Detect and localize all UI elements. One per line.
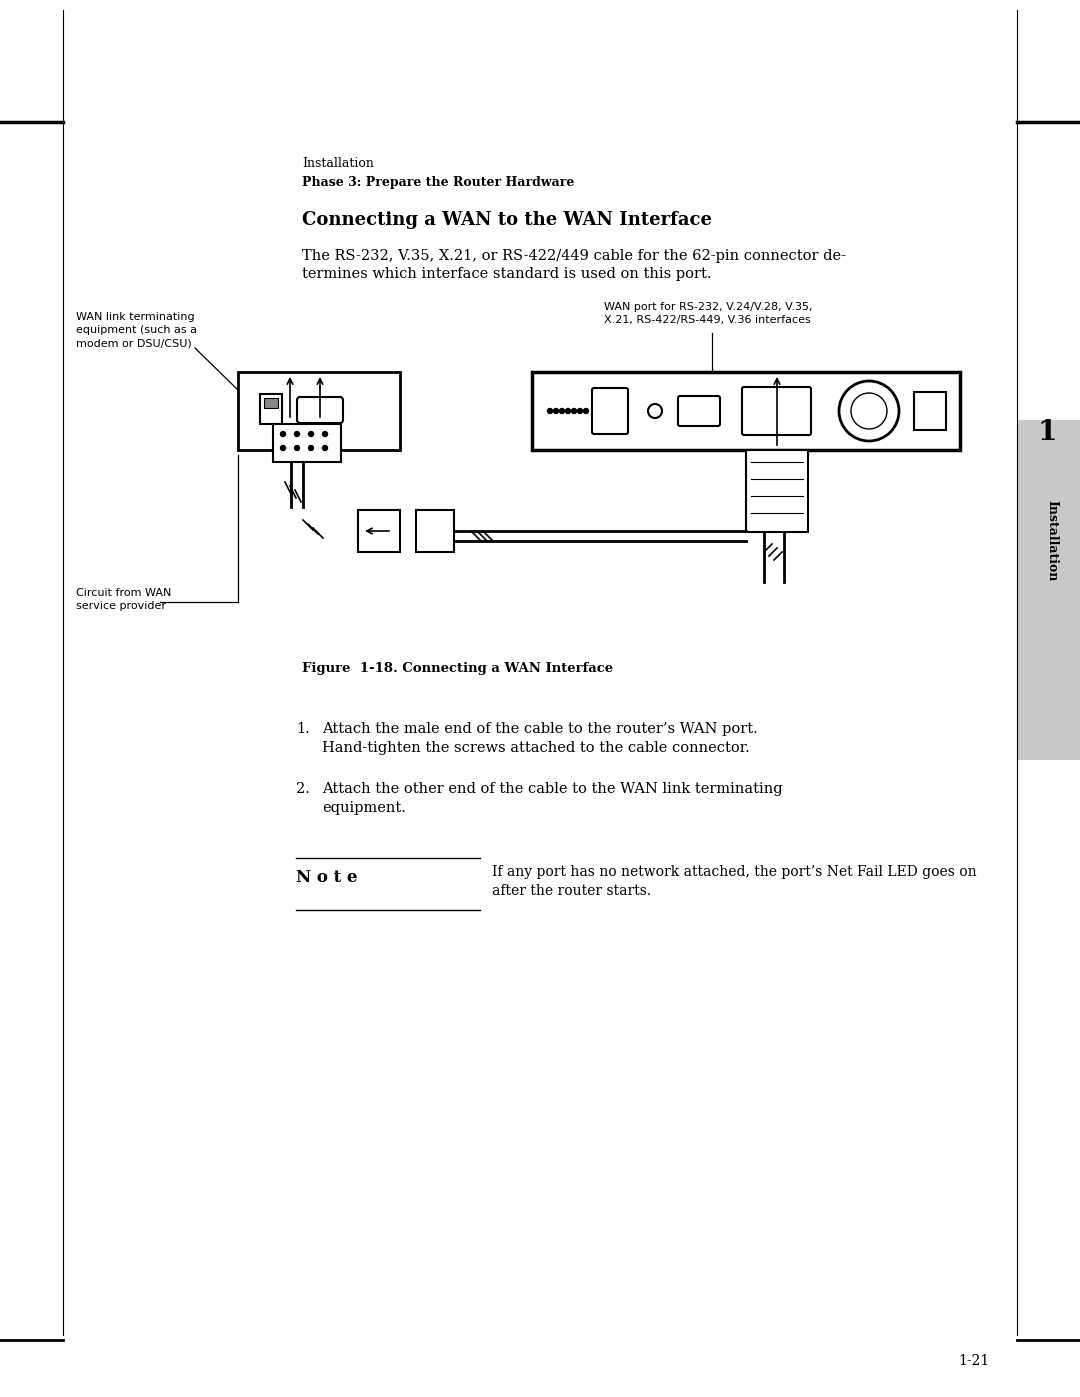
- Text: Circuit from WAN: Circuit from WAN: [76, 588, 172, 598]
- Text: WAN link terminating: WAN link terminating: [76, 312, 194, 321]
- Circle shape: [566, 408, 570, 414]
- Bar: [532, 372, 960, 450]
- Bar: [238, 372, 400, 450]
- Bar: [416, 510, 454, 552]
- FancyBboxPatch shape: [678, 395, 720, 426]
- Text: Installation: Installation: [1045, 500, 1058, 581]
- Circle shape: [648, 404, 662, 418]
- Text: Attach the other end of the cable to the WAN link terminating: Attach the other end of the cable to the…: [322, 782, 783, 796]
- Circle shape: [309, 446, 313, 450]
- Text: N o t e: N o t e: [296, 869, 357, 886]
- Text: termines which interface standard is used on this port.: termines which interface standard is use…: [302, 267, 712, 281]
- Bar: [260, 394, 282, 425]
- Bar: [746, 450, 808, 532]
- Text: Phase 3: Prepare the Router Hardware: Phase 3: Prepare the Router Hardware: [302, 176, 575, 189]
- Text: If any port has no network attached, the port’s Net Fail LED goes on: If any port has no network attached, the…: [492, 865, 976, 879]
- Text: Installation: Installation: [302, 156, 374, 170]
- Bar: [264, 398, 278, 408]
- Circle shape: [548, 408, 553, 414]
- Text: service provider: service provider: [76, 601, 166, 610]
- Circle shape: [309, 432, 313, 436]
- Circle shape: [323, 446, 327, 450]
- Circle shape: [295, 432, 299, 436]
- Circle shape: [559, 408, 565, 414]
- Circle shape: [281, 446, 285, 450]
- Circle shape: [839, 381, 899, 441]
- Bar: [1017, 420, 1080, 760]
- Text: 2.: 2.: [296, 782, 310, 796]
- Text: equipment.: equipment.: [322, 800, 406, 814]
- Text: 1.: 1.: [296, 722, 310, 736]
- Text: WAN port for RS-232, V.24/V.28, V.35,: WAN port for RS-232, V.24/V.28, V.35,: [604, 302, 812, 312]
- Circle shape: [281, 432, 285, 436]
- Text: modem or DSU/CSU): modem or DSU/CSU): [76, 338, 192, 348]
- Bar: [273, 425, 341, 462]
- Text: Attach the male end of the cable to the router’s WAN port.: Attach the male end of the cable to the …: [322, 722, 758, 736]
- Circle shape: [583, 408, 589, 414]
- FancyBboxPatch shape: [592, 388, 627, 434]
- Circle shape: [571, 408, 577, 414]
- Text: 1-21: 1-21: [958, 1354, 989, 1368]
- Bar: [914, 393, 946, 430]
- Text: Connecting a WAN to the WAN Interface: Connecting a WAN to the WAN Interface: [302, 211, 712, 229]
- FancyBboxPatch shape: [742, 387, 811, 434]
- Text: 1: 1: [1038, 419, 1057, 446]
- Text: Hand-tighten the screws attached to the cable connector.: Hand-tighten the screws attached to the …: [322, 740, 750, 754]
- Text: X.21, RS-422/RS-449, V.36 interfaces: X.21, RS-422/RS-449, V.36 interfaces: [604, 314, 811, 326]
- Text: The RS-232, V.35, X.21, or RS-422/449 cable for the 62-pin connector de-: The RS-232, V.35, X.21, or RS-422/449 ca…: [302, 249, 846, 263]
- Text: Figure  1-18. Connecting a WAN Interface: Figure 1-18. Connecting a WAN Interface: [302, 662, 613, 675]
- Circle shape: [851, 393, 887, 429]
- FancyBboxPatch shape: [297, 397, 343, 423]
- Bar: [357, 510, 400, 552]
- Circle shape: [323, 432, 327, 436]
- Text: after the router starts.: after the router starts.: [492, 884, 651, 898]
- Circle shape: [578, 408, 582, 414]
- Text: equipment (such as a: equipment (such as a: [76, 326, 197, 335]
- Circle shape: [295, 446, 299, 450]
- Circle shape: [554, 408, 558, 414]
